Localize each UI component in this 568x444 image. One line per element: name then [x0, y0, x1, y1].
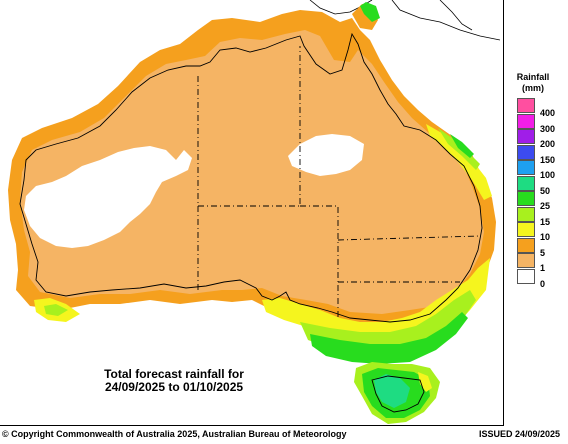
map-caption: Total forecast rainfall for 24/09/2025 t…	[74, 368, 274, 394]
legend-swatch-15	[517, 206, 535, 222]
tasmania-coastline	[371, 375, 425, 413]
legend-label-100: 100	[540, 170, 556, 180]
legend-title: Rainfall (mm)	[509, 72, 557, 94]
legend-swatch-1	[517, 253, 535, 268]
legend-label-400: 400	[540, 108, 556, 118]
state-borders	[197, 46, 481, 318]
issued-date: ISSUED 24/09/2025	[478, 429, 560, 439]
legend-swatch-10	[517, 222, 535, 237]
footer: © Copyright Commonwealth of Australia 20…	[0, 429, 568, 444]
copyright-text: © Copyright Commonwealth of Australia 20…	[2, 429, 347, 439]
rain-1mm-interior	[20, 30, 484, 314]
rain-15mm-southwest	[44, 304, 68, 316]
rain-50mm-tasmania	[374, 374, 410, 408]
rain-25mm-southeast	[310, 312, 468, 364]
legend-swatch-5	[517, 237, 535, 253]
rain-15mm-north	[360, 2, 380, 22]
legend-title-line2: (mm)	[522, 83, 544, 93]
legend-label-25: 25	[540, 201, 551, 211]
legend-label-200: 200	[540, 139, 556, 149]
legend-title-line1: Rainfall	[516, 72, 550, 82]
legend-label-50: 50	[540, 185, 551, 196]
legend-swatch-400	[517, 98, 535, 113]
legend-label-10: 10	[540, 232, 551, 242]
rain-10mm-tasmania-east	[418, 372, 432, 392]
rainfall-map: Total forecast rainfall for 24/09/2025 t…	[0, 0, 504, 426]
australia-coastline	[19, 32, 483, 323]
legend-swatch-300	[517, 113, 535, 129]
legend-label-1: 1	[540, 263, 546, 273]
legend-label-300: 300	[540, 123, 556, 134]
rain-15mm-east	[438, 128, 480, 170]
legend-swatch-25	[517, 191, 535, 206]
legend-swatch-200	[517, 129, 535, 144]
legend-swatch-150	[517, 144, 535, 160]
map-canvas	[8, 0, 501, 424]
island-outline	[439, 0, 473, 31]
legend-label-150: 150	[540, 154, 556, 165]
legend-label-0: 0	[540, 278, 546, 289]
caption-line1: Total forecast rainfall for	[104, 367, 244, 381]
rain-0mm-central	[288, 134, 364, 176]
caption-line2: 24/09/2025 to 01/10/2025	[104, 380, 244, 394]
legend-swatch-0	[517, 268, 535, 284]
legend-swatch-100	[517, 160, 535, 175]
legend-swatch-50	[517, 175, 535, 191]
rain-25mm-east	[450, 134, 474, 158]
legend-label-5: 5	[540, 247, 546, 258]
rainfall-legend: Rainfall (mm) 400 300 200 150 100 50 25 15 10 5 1 0	[509, 72, 568, 289]
legend-label-15: 15	[540, 216, 551, 227]
rain-0mm-west	[24, 146, 192, 248]
